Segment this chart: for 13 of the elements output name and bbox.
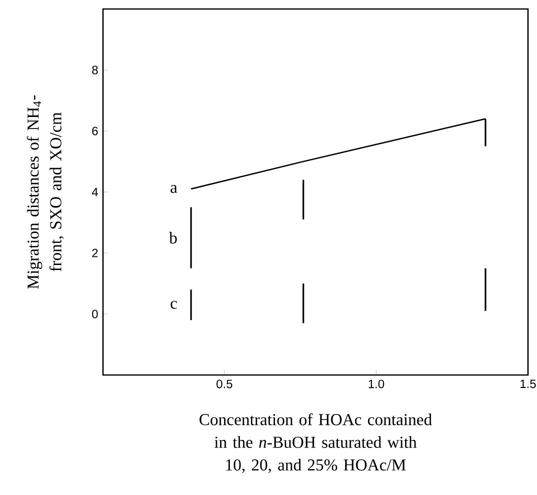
series-label: c bbox=[170, 300, 177, 309]
series-label: a bbox=[170, 184, 178, 193]
y-tick-label: 6 bbox=[92, 126, 98, 136]
series-label: b bbox=[169, 232, 177, 244]
y-tick-label: 2 bbox=[92, 248, 98, 258]
y-axis-title: Migration distances of NH$_{4}$-front, SXO and XO/cm bbox=[26, 95, 64, 289]
y-tick-label: 4 bbox=[92, 188, 98, 196]
y-tick-label: 0 bbox=[92, 310, 98, 318]
x-tick-label: 0.5 bbox=[216, 380, 232, 388]
y-tick-label: 8 bbox=[92, 66, 98, 74]
x-axis-title: Concentration of HOAc contained in the n-BuOH saturated with 10, 20, and 25% HOAc/M bbox=[200, 413, 432, 473]
x-tick-label: 1.5 bbox=[520, 380, 536, 388]
x-tick-label: 1.0 bbox=[368, 380, 384, 388]
